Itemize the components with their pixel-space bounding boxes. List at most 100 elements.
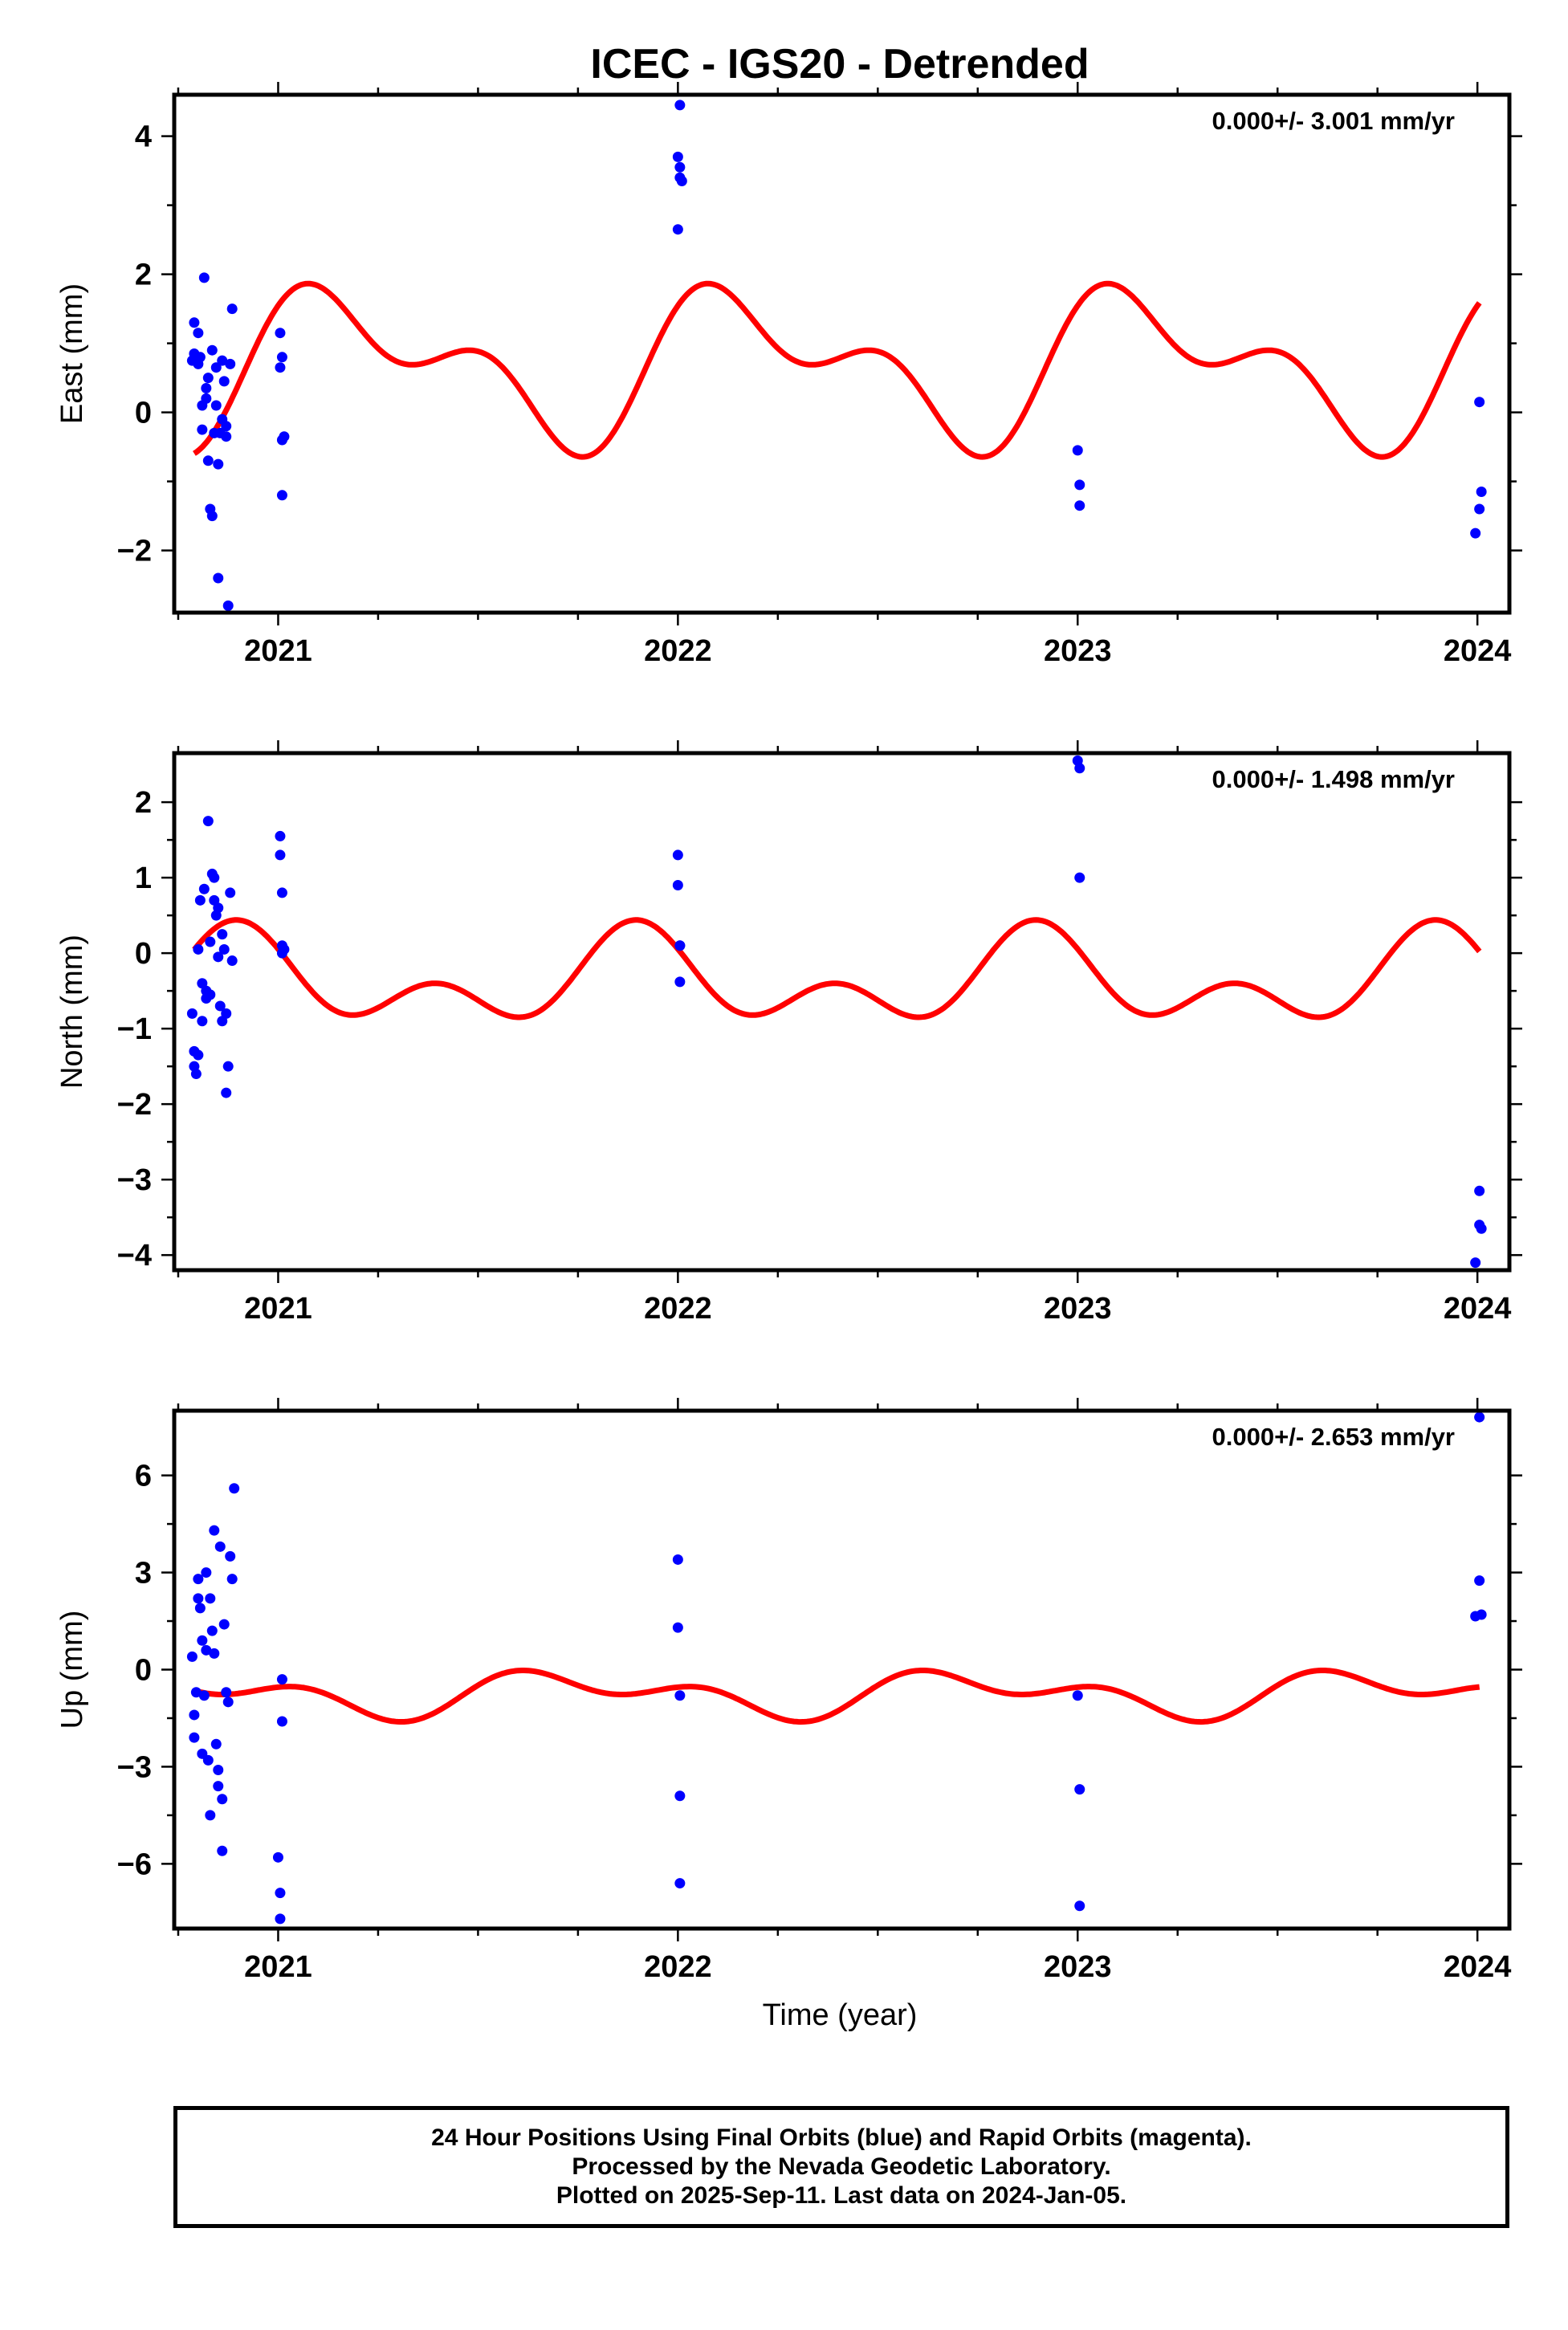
y-tick-label: 0 bbox=[135, 1654, 152, 1688]
data-point bbox=[213, 572, 224, 584]
data-point bbox=[674, 1878, 686, 1889]
panel-2: 2021 2022 2023 2024 −4 −3 −2 −1 0 1 2 North (mm) 0.0… bbox=[55, 740, 1522, 1326]
y-axis-label: East (mm) bbox=[55, 283, 89, 424]
data-point bbox=[1074, 872, 1085, 883]
data-point bbox=[194, 352, 206, 363]
data-point bbox=[197, 1635, 208, 1646]
y-tick-label: −4 bbox=[117, 1239, 152, 1273]
plot-frame bbox=[172, 1408, 1512, 1931]
data-point bbox=[214, 1541, 226, 1552]
data-point bbox=[674, 161, 686, 173]
data-point bbox=[202, 816, 214, 827]
data-point bbox=[672, 1554, 683, 1565]
data-point bbox=[672, 151, 683, 162]
data-point bbox=[275, 830, 286, 841]
rate-label: 0.000+/- 2.653 mm/yr bbox=[1212, 1423, 1455, 1451]
y-tick-label: 1 bbox=[135, 862, 152, 895]
data-point bbox=[1072, 1690, 1083, 1701]
data-point bbox=[279, 431, 290, 442]
data-point bbox=[218, 376, 230, 387]
panels: 2021 2022 2023 2024 −2 0 2 4 East (mm) 0.000+/- 3… bbox=[55, 82, 1522, 1984]
y-tick-label: 2 bbox=[135, 259, 152, 292]
data-point bbox=[674, 100, 686, 111]
data-point bbox=[189, 1709, 200, 1721]
data-point bbox=[275, 849, 286, 861]
y-tick-label: 0 bbox=[135, 397, 152, 430]
y-tick-label: −3 bbox=[117, 1750, 152, 1784]
data-point bbox=[222, 1061, 234, 1072]
panel-1: 2021 2022 2023 2024 −2 0 2 4 East (mm) 0.000+/- 3… bbox=[55, 82, 1522, 668]
data-point bbox=[1474, 503, 1485, 515]
data-point bbox=[217, 1794, 228, 1805]
chart-title: ICEC - IGS20 - Detrended bbox=[590, 41, 1089, 88]
x-tick-label: 2021 bbox=[244, 1292, 312, 1326]
data-point bbox=[205, 936, 216, 947]
y-tick-label: 3 bbox=[135, 1557, 152, 1591]
seasonal-model-curve bbox=[192, 917, 1482, 1020]
data-point bbox=[213, 1781, 224, 1792]
footer-line-2: Processed by the Nevada Geodetic Laborat… bbox=[572, 2153, 1111, 2180]
data-point bbox=[275, 362, 286, 373]
data-point bbox=[193, 943, 204, 955]
data-point bbox=[1476, 1223, 1487, 1234]
data-point bbox=[1474, 397, 1485, 408]
data-point bbox=[213, 1764, 224, 1775]
data-point bbox=[198, 1690, 210, 1701]
data-point bbox=[201, 393, 212, 404]
data-point bbox=[1474, 1575, 1485, 1587]
plot-frame bbox=[172, 92, 1512, 615]
x-tick-label: 2024 bbox=[1444, 634, 1512, 668]
data-point bbox=[279, 943, 290, 955]
data-point bbox=[205, 1810, 216, 1821]
data-point bbox=[222, 1697, 234, 1708]
data-point bbox=[217, 929, 228, 940]
data-point bbox=[275, 328, 286, 339]
data-point bbox=[1474, 1185, 1485, 1196]
data-point bbox=[197, 1016, 208, 1027]
data-point bbox=[672, 1622, 683, 1633]
data-point bbox=[672, 849, 683, 861]
x-tick-label: 2024 bbox=[1444, 1292, 1512, 1326]
data-point bbox=[213, 458, 224, 470]
data-point bbox=[210, 1738, 222, 1750]
y-tick-label: 6 bbox=[135, 1460, 152, 1493]
data-point bbox=[190, 1069, 202, 1080]
x-tick-label: 2022 bbox=[644, 1292, 712, 1326]
data-point bbox=[221, 1008, 232, 1019]
data-point bbox=[225, 1550, 236, 1562]
data-point bbox=[193, 1574, 204, 1585]
data-point bbox=[186, 1651, 198, 1662]
y-axis-label: North (mm) bbox=[55, 935, 89, 1089]
data-point bbox=[1072, 445, 1083, 456]
data-point bbox=[206, 511, 218, 522]
data-point bbox=[272, 1851, 283, 1863]
data-point bbox=[221, 1087, 232, 1098]
data-point bbox=[276, 490, 287, 501]
y-tick-label: −3 bbox=[117, 1163, 152, 1197]
data-point bbox=[221, 431, 232, 442]
footer-caption-box: 24 Hour Positions Using Final Orbits (bl… bbox=[173, 2106, 1509, 2228]
y-tick-label: −2 bbox=[117, 535, 152, 568]
data-point bbox=[276, 887, 287, 898]
data-point bbox=[213, 902, 224, 914]
data-point bbox=[1074, 1900, 1085, 1912]
seasonal-model-curve bbox=[193, 280, 1482, 460]
data-point bbox=[201, 1644, 212, 1656]
data-point bbox=[201, 383, 212, 393]
data-point bbox=[206, 344, 218, 356]
data-point bbox=[221, 421, 232, 432]
data-point bbox=[202, 1754, 214, 1766]
data-point bbox=[193, 1049, 204, 1061]
data-point bbox=[198, 272, 210, 283]
data-point bbox=[1074, 1784, 1085, 1795]
data-point bbox=[209, 1648, 220, 1659]
data-point bbox=[1074, 763, 1085, 774]
x-tick-label: 2021 bbox=[244, 634, 312, 668]
data-point bbox=[674, 976, 686, 988]
data-point bbox=[189, 317, 200, 328]
data-point bbox=[674, 1690, 686, 1701]
data-point bbox=[1476, 1609, 1487, 1620]
footer-line-1: 24 Hour Positions Using Final Orbits (bl… bbox=[431, 2124, 1252, 2151]
data-point bbox=[674, 1790, 686, 1802]
